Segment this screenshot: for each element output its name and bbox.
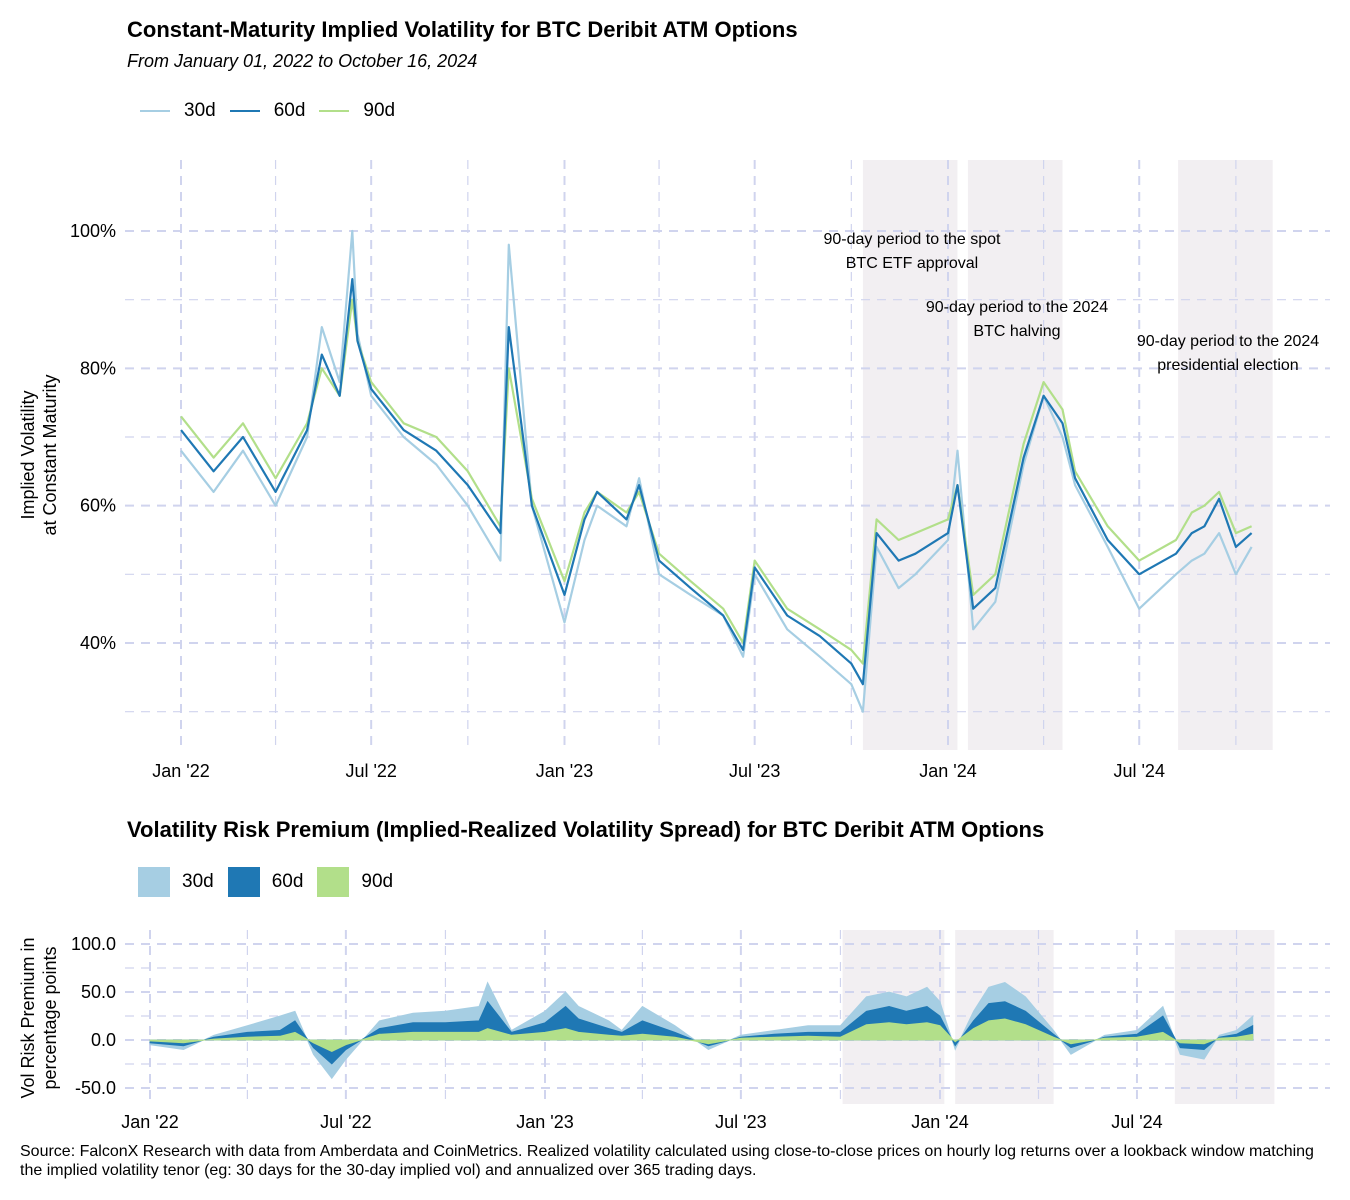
y-axis-label-line: at Constant Maturity bbox=[40, 374, 60, 535]
shaded-period-1 bbox=[862, 160, 958, 750]
y-tick-label: 100.0 bbox=[71, 934, 116, 954]
legend-label-vrp-60d: 60d bbox=[271, 871, 304, 892]
x-tick-label: Jan '23 bbox=[536, 761, 593, 781]
legend-label-vrp-90d: 90d bbox=[361, 871, 394, 892]
shaded-period-2 bbox=[967, 160, 1063, 750]
x-tick-label: Jul '23 bbox=[729, 761, 780, 781]
y-tick-label: 100% bbox=[70, 221, 116, 241]
x-tick-label: Jan '24 bbox=[919, 761, 976, 781]
legend-item-vrp-90d: 90d bbox=[317, 867, 393, 897]
shaded-period-3 bbox=[1178, 160, 1273, 750]
annotation-2: BTC halving bbox=[973, 323, 1060, 340]
y-axis-label: Implied Volatility at Constant Maturity bbox=[18, 374, 60, 535]
y-tick-label: -50.0 bbox=[75, 1078, 116, 1098]
y-tick-label: 40% bbox=[80, 633, 116, 653]
chart-title-iv: Constant-Maturity Implied Volatility for… bbox=[127, 17, 798, 42]
y-axis-label-line: percentage points bbox=[40, 946, 60, 1089]
annotation-1: BTC ETF approval bbox=[846, 255, 978, 272]
legend-item-30d: 30d bbox=[140, 100, 216, 122]
vrp-chart: -50.0 0.0 50.0 100.0 Jan '22 Jul '22 Jan '23 Ju… bbox=[18, 930, 1330, 1132]
x-tick-label: Jan '22 bbox=[121, 1112, 178, 1132]
legend-swatch-30d bbox=[140, 110, 170, 112]
legend-label-60d: 60d bbox=[273, 100, 306, 121]
legend-item-60d: 60d bbox=[229, 100, 306, 122]
x-tick-label: Jan '24 bbox=[911, 1112, 968, 1132]
series-area-90d bbox=[149, 1018, 1254, 1052]
annotation-2: 90-day period to the 2024 bbox=[926, 299, 1108, 316]
annotation-3: presidential election bbox=[1157, 357, 1298, 374]
legend-label-90d: 90d bbox=[363, 100, 396, 121]
legend-swatch-vrp-60d bbox=[227, 867, 260, 897]
y-tick-label: 0.0 bbox=[91, 1030, 116, 1050]
legend-swatch-vrp-30d bbox=[138, 867, 170, 897]
chart-title-vrp: Volatility Risk Premium (Implied-Realize… bbox=[127, 817, 1045, 842]
chart-subtitle-iv: From January 01, 2022 to October 16, 202… bbox=[127, 51, 478, 71]
legend-item-vrp-30d: 30d bbox=[138, 867, 214, 897]
x-tick-label: Jul '23 bbox=[715, 1112, 766, 1132]
legend-item-vrp-60d: 60d bbox=[227, 867, 304, 897]
shaded-period-3 bbox=[1174, 930, 1275, 1104]
legend-swatch-vrp-90d bbox=[317, 867, 350, 897]
iv-chart: 40% 60% 80% 100% Jan '22 Jul '22 Jan '23 Jul '2… bbox=[18, 160, 1330, 781]
x-tick-label: Jul '24 bbox=[1111, 1112, 1162, 1132]
y-axis-label-line: Vol Risk Premium in bbox=[18, 937, 38, 1098]
legend-swatch-90d bbox=[319, 110, 350, 112]
annotation-3: 90-day period to the 2024 bbox=[1137, 333, 1319, 350]
x-tick-label: Jan '23 bbox=[516, 1112, 573, 1132]
legend-item-90d: 90d bbox=[319, 100, 395, 122]
legend-vrp: 30d 60d 90d bbox=[138, 867, 407, 897]
legend-swatch-60d bbox=[229, 110, 260, 112]
legend-label-30d: 30d bbox=[184, 100, 216, 121]
source-note: Source: FalconX Research with data from … bbox=[20, 1143, 1314, 1179]
y-tick-label: 60% bbox=[80, 496, 116, 516]
annotation-1: 90-day period to the spot bbox=[823, 231, 1001, 248]
x-tick-label: Jul '24 bbox=[1113, 761, 1164, 781]
y-axis-label: Vol Risk Premium in percentage points bbox=[18, 937, 60, 1098]
charts-svg: 40% 60% 80% 100% Jan '22 Jul '22 Jan '23 Jul '2… bbox=[18, 160, 1330, 1132]
x-tick-label: Jul '22 bbox=[320, 1112, 371, 1132]
y-tick-label: 80% bbox=[80, 358, 116, 378]
series-area-60d bbox=[149, 1000, 1254, 1065]
y-tick-label: 50.0 bbox=[81, 982, 116, 1002]
series-line-60d bbox=[180, 278, 1253, 686]
x-tick-label: Jan '22 bbox=[152, 761, 209, 781]
legend-iv: 30d 60d 90d bbox=[140, 100, 409, 122]
y-axis-label-line: Implied Volatility bbox=[18, 390, 38, 519]
x-tick-label: Jul '22 bbox=[345, 761, 396, 781]
series-area-30d bbox=[149, 981, 1254, 1080]
legend-label-vrp-30d: 30d bbox=[182, 871, 214, 892]
